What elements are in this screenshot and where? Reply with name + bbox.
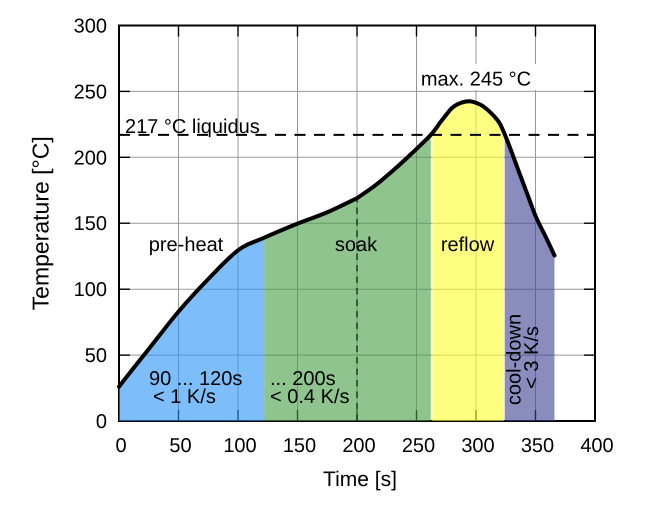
svg-text:100: 100 — [74, 279, 107, 301]
svg-text:50: 50 — [85, 345, 107, 367]
svg-text:300: 300 — [461, 435, 494, 457]
svg-text:< 3 K/s: < 3 K/s — [521, 326, 543, 389]
svg-text:150: 150 — [283, 435, 316, 457]
svg-text:0: 0 — [96, 411, 107, 433]
svg-text:< 1 K/s: < 1 K/s — [153, 386, 216, 408]
svg-text:217 °C liquidus: 217 °C liquidus — [125, 116, 260, 138]
svg-text:350: 350 — [521, 435, 554, 457]
svg-text:... 200s: ... 200s — [270, 368, 336, 390]
svg-text:0: 0 — [115, 435, 126, 457]
svg-text:50: 50 — [169, 435, 191, 457]
svg-text:100: 100 — [223, 435, 256, 457]
svg-text:300: 300 — [74, 16, 107, 38]
svg-text:90 ... 120s: 90 ... 120s — [149, 368, 242, 390]
svg-text:Time [s]: Time [s] — [323, 468, 397, 491]
svg-text:< 0.4 K/s: < 0.4 K/s — [270, 386, 350, 408]
svg-text:400: 400 — [580, 435, 613, 457]
svg-text:200: 200 — [74, 147, 107, 169]
svg-text:250: 250 — [402, 435, 435, 457]
svg-text:soak: soak — [335, 234, 378, 256]
svg-text:200: 200 — [342, 435, 375, 457]
svg-text:250: 250 — [74, 81, 107, 103]
svg-text:pre-heat: pre-heat — [149, 234, 224, 256]
svg-text:reflow: reflow — [441, 234, 495, 256]
svg-text:max. 245 °C: max. 245 °C — [421, 69, 531, 91]
svg-text:Temperature [°C]: Temperature [°C] — [28, 136, 54, 310]
svg-text:cool-down: cool-down — [504, 314, 526, 405]
svg-text:150: 150 — [74, 213, 107, 235]
